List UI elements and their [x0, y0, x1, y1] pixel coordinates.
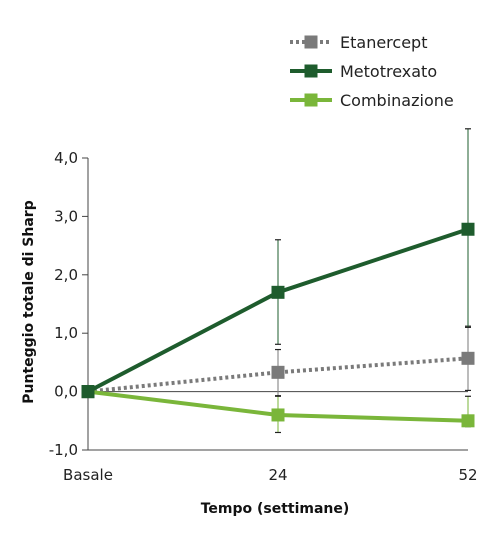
y-tick-label: 3,0: [54, 207, 78, 225]
data-point-marker: [461, 351, 475, 365]
y-tick-label: 4,0: [54, 149, 78, 167]
series-markers: [81, 222, 475, 428]
legend: Etanercept Metotrexato Combinazione: [290, 33, 454, 110]
data-point-marker: [81, 385, 95, 399]
y-tick-label: -1,0: [49, 441, 78, 459]
x-axis-title: Tempo (settimane): [201, 501, 350, 517]
legend-marker: [304, 35, 318, 49]
data-point-marker: [461, 222, 475, 236]
data-point-marker: [461, 414, 475, 428]
x-tick-label: 24: [268, 466, 287, 484]
axes: -1,0 0,0 1,0 2,0 3,0 4,0 Basale 24 52 Tempo (sett…: [21, 149, 478, 517]
x-tick-label: 52: [458, 466, 477, 484]
y-axis-title: Punteggio totale di Sharp: [21, 200, 37, 403]
x-tick-label: Basale: [63, 466, 113, 484]
data-point-marker: [271, 285, 285, 299]
legend-label: Combinazione: [340, 91, 454, 110]
legend-marker: [304, 64, 318, 78]
y-tick-label: 0,0: [54, 383, 78, 401]
error-bars: [275, 128, 471, 434]
data-point-marker: [271, 365, 285, 379]
y-tick-label: 2,0: [54, 266, 78, 284]
legend-label: Metotrexato: [340, 62, 437, 81]
legend-label: Etanercept: [340, 33, 427, 52]
y-tick-label: 1,0: [54, 324, 78, 342]
data-point-marker: [271, 408, 285, 422]
legend-marker: [304, 93, 318, 107]
